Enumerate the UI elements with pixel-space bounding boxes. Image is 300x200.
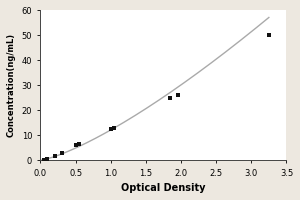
X-axis label: Optical Density: Optical Density bbox=[121, 183, 206, 193]
Y-axis label: Concentration(ng/mL): Concentration(ng/mL) bbox=[7, 33, 16, 137]
